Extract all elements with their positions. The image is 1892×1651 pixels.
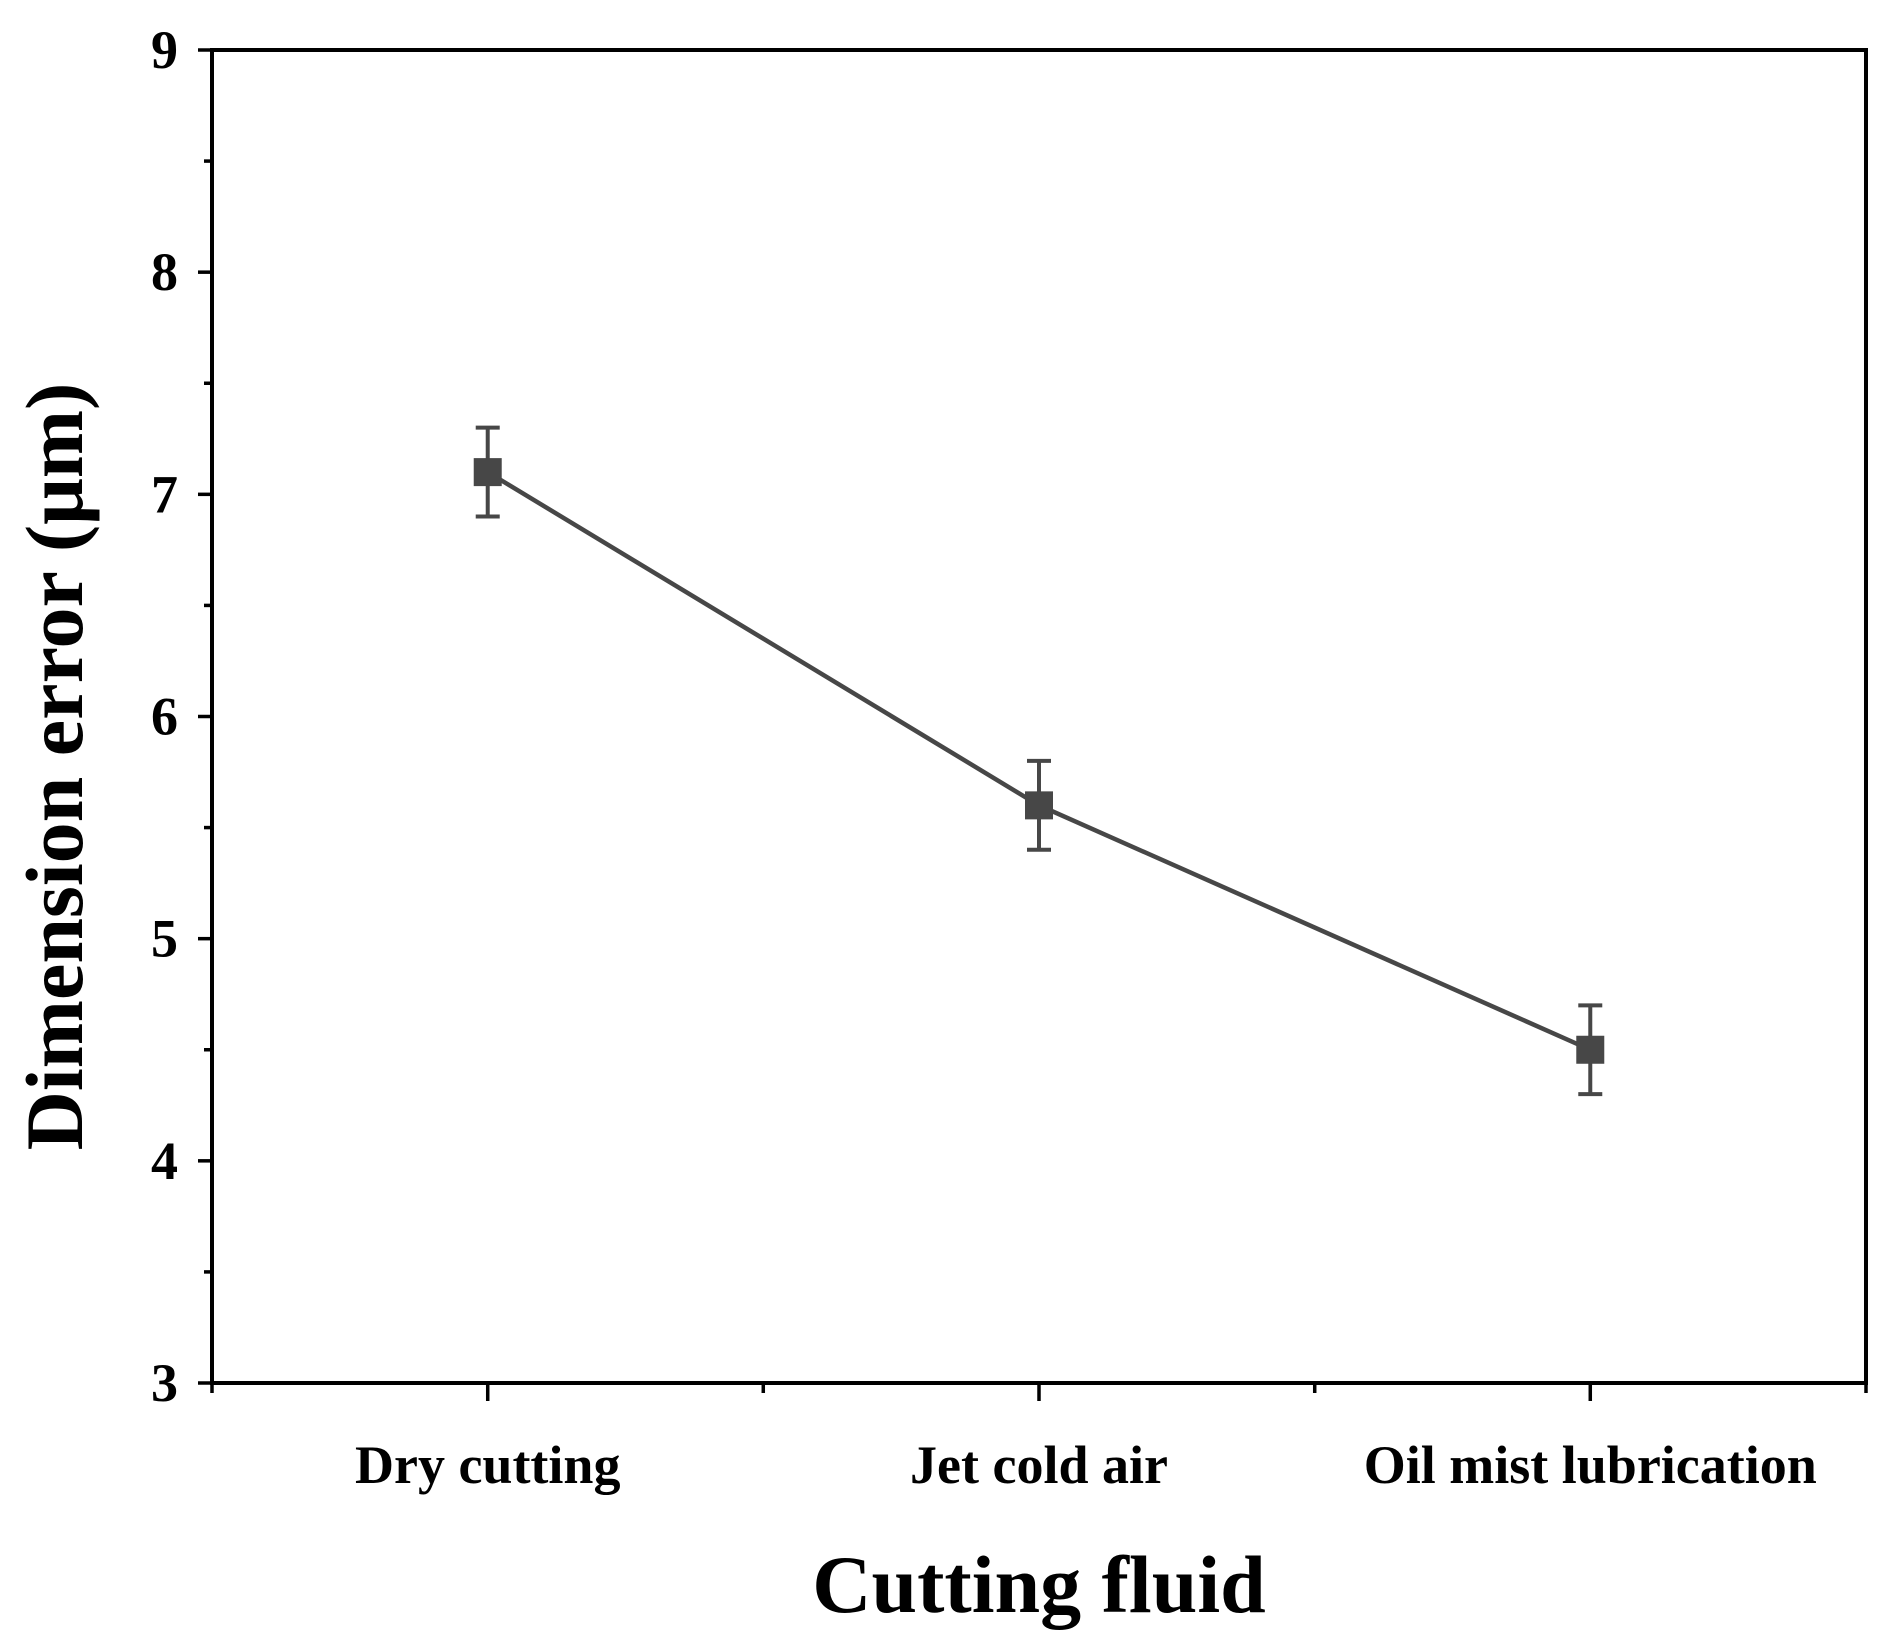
y-axis-title: Dimension error (μm) (9, 383, 100, 1151)
series-layer (473, 425, 1605, 1097)
x-tick-label: Dry cutting (355, 1435, 620, 1495)
x-tick-label: Jet cold air (910, 1435, 1168, 1495)
x-tick-label: Oil mist lubrication (1364, 1435, 1817, 1495)
y-tick-label: 3 (151, 1353, 178, 1413)
y-tick-label: 9 (151, 20, 178, 80)
y-tick-label: 8 (151, 242, 178, 302)
y-tick-label: 5 (151, 909, 178, 969)
data-point (1576, 1035, 1605, 1064)
plot-frame (210, 48, 1868, 1385)
data-point (473, 458, 502, 487)
y-tick-label: 6 (151, 687, 178, 747)
y-tick-label: 4 (151, 1131, 178, 1191)
y-axis-ticks: 3 4 5 6 7 8 9 (151, 20, 212, 1413)
data-point (1025, 791, 1053, 820)
y-tick-label: 7 (151, 464, 178, 524)
x-axis-title: Cutting fluid (812, 1539, 1265, 1630)
x-axis-ticks: Dry cutting Jet cold air Oil mist lubricat… (210, 1383, 1868, 1495)
